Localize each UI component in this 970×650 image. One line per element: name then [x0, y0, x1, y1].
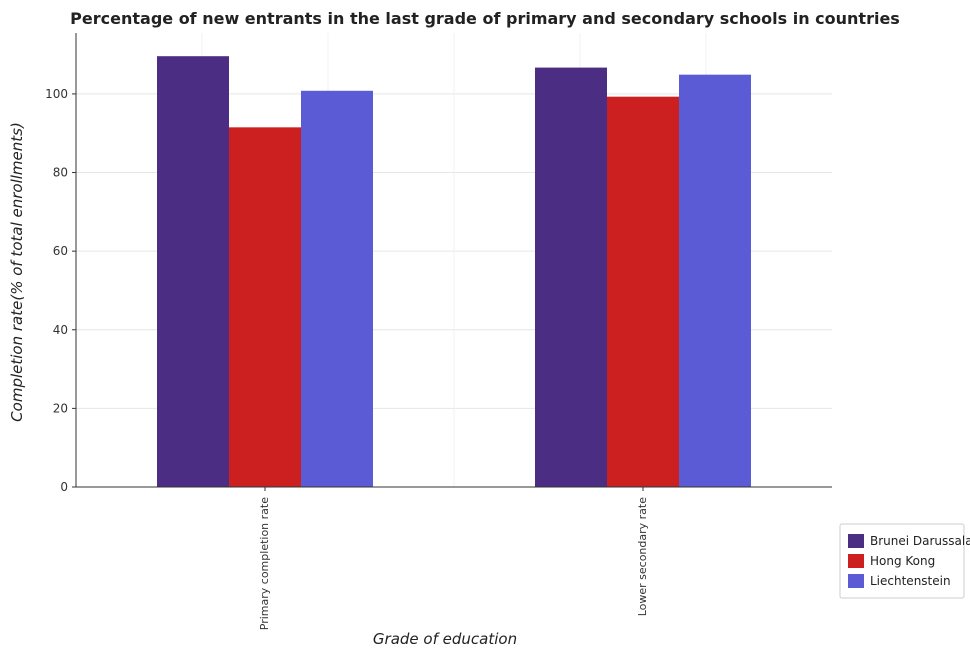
legend-swatch — [848, 534, 864, 548]
legend-box — [839, 523, 965, 599]
legend-swatch — [848, 554, 864, 568]
y-tick-label: 20 — [53, 401, 68, 415]
y-tick-label: 80 — [53, 166, 68, 180]
y-tick-label: 100 — [45, 87, 68, 101]
chart-title: Percentage of new entrants in the last g… — [70, 9, 900, 28]
bars — [157, 56, 751, 488]
legend-entry: Liechtenstein — [870, 574, 951, 588]
bar-brunei-darussalam-1 — [157, 56, 229, 487]
x-category-label: Primary completion rate — [258, 497, 271, 630]
bar-hong-kong-2 — [607, 96, 679, 488]
y-tick-label: 0 — [60, 480, 68, 494]
x-category-label: Lower secondary rate — [636, 497, 649, 617]
x-axis-label: Grade of education — [373, 630, 517, 648]
bar-brunei-darussalam-2 — [535, 67, 607, 487]
bar-hong-kong-1 — [229, 127, 301, 488]
legend: Brunei Darussalam Hong Kong Liechtenstein — [839, 523, 970, 599]
y-tick-label: 60 — [53, 244, 68, 258]
legend-entry: Hong Kong — [870, 554, 935, 568]
axes: 0 20 40 60 80 100 Primary completion rate Lower… — [45, 33, 832, 630]
y-tick-label: 40 — [53, 323, 68, 337]
bar-liechtenstein-2 — [679, 74, 751, 487]
bar-liechtenstein-1 — [301, 90, 373, 488]
y-axis-label: Completion rate(% of total enrollments) — [8, 122, 26, 422]
legend-swatch — [848, 574, 864, 588]
legend-entry: Brunei Darussalam — [870, 534, 970, 548]
